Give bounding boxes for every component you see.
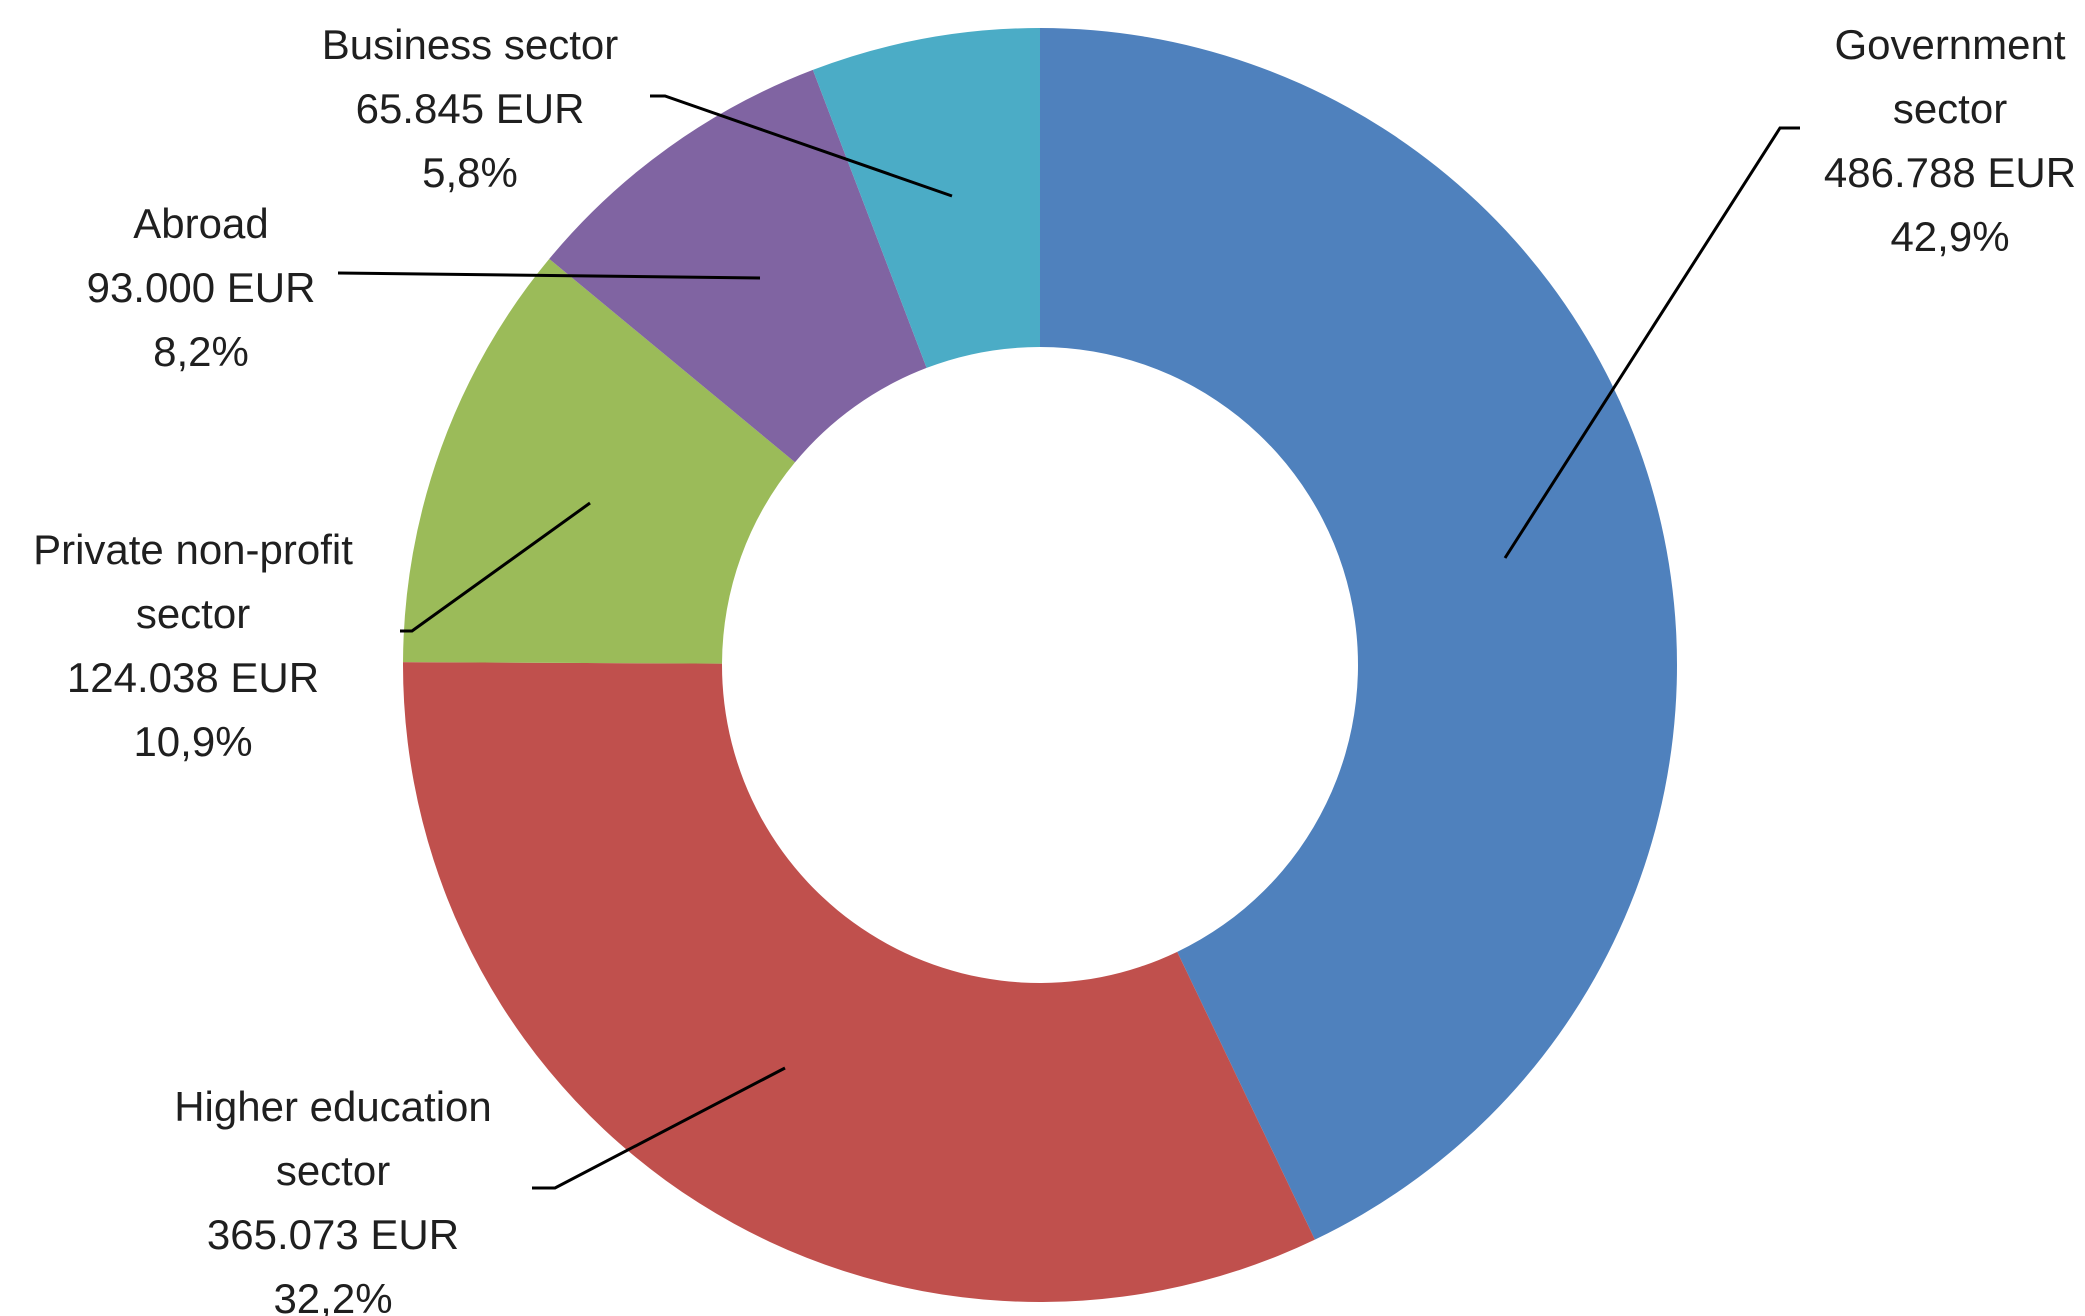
data-label-percent-private-non-profit-sector: 10,9% xyxy=(133,718,252,765)
data-label-percent-abroad: 8,2% xyxy=(153,328,249,375)
slice-government-sector xyxy=(1040,28,1678,1240)
leader-lines-layer xyxy=(337,94,1800,1190)
leader-line-higher-education-sector xyxy=(532,1066,786,1190)
data-label-name-private-non-profit-sector: Private non-profit xyxy=(33,526,353,573)
data-label-name-government-sector: sector xyxy=(1893,85,2007,132)
data-label-name-private-non-profit-sector: sector xyxy=(136,590,250,637)
leader-line-government-sector xyxy=(1503,126,1800,559)
data-labels-layer: Government sector 486.788 EUR 42,9% Higher e… xyxy=(33,21,2076,1316)
leader-line-private-non-profit-sector xyxy=(400,501,591,633)
data-label-percent-higher-education-sector: 32,2% xyxy=(273,1275,392,1316)
slice-higher-education-sector xyxy=(402,662,1315,1302)
slice-private-non-profit-sector xyxy=(403,258,795,664)
slice-business-sector xyxy=(812,28,1040,368)
leader-line-abroad xyxy=(337,271,761,280)
data-label-value-higher-education-sector: 365.073 EUR xyxy=(207,1211,459,1258)
data-label-name-abroad: Abroad xyxy=(133,200,268,247)
data-label-name-business-sector: Business sector xyxy=(322,21,618,68)
data-label-name-higher-education-sector: Higher education xyxy=(174,1083,492,1130)
slice-abroad xyxy=(549,69,927,463)
data-label-value-government-sector: 486.788 EUR xyxy=(1824,149,2076,196)
data-label-percent-business-sector: 5,8% xyxy=(422,149,518,196)
slices-layer xyxy=(402,28,1678,1302)
data-label-name-higher-education-sector: sector xyxy=(276,1147,390,1194)
data-label-value-abroad: 93.000 EUR xyxy=(87,264,316,311)
data-label-value-private-non-profit-sector: 124.038 EUR xyxy=(67,654,319,701)
data-label-name-government-sector: Government xyxy=(1834,21,2065,68)
leader-line-business-sector xyxy=(650,94,953,198)
data-label-percent-government-sector: 42,9% xyxy=(1890,213,2009,260)
data-label-value-business-sector: 65.845 EUR xyxy=(356,85,585,132)
